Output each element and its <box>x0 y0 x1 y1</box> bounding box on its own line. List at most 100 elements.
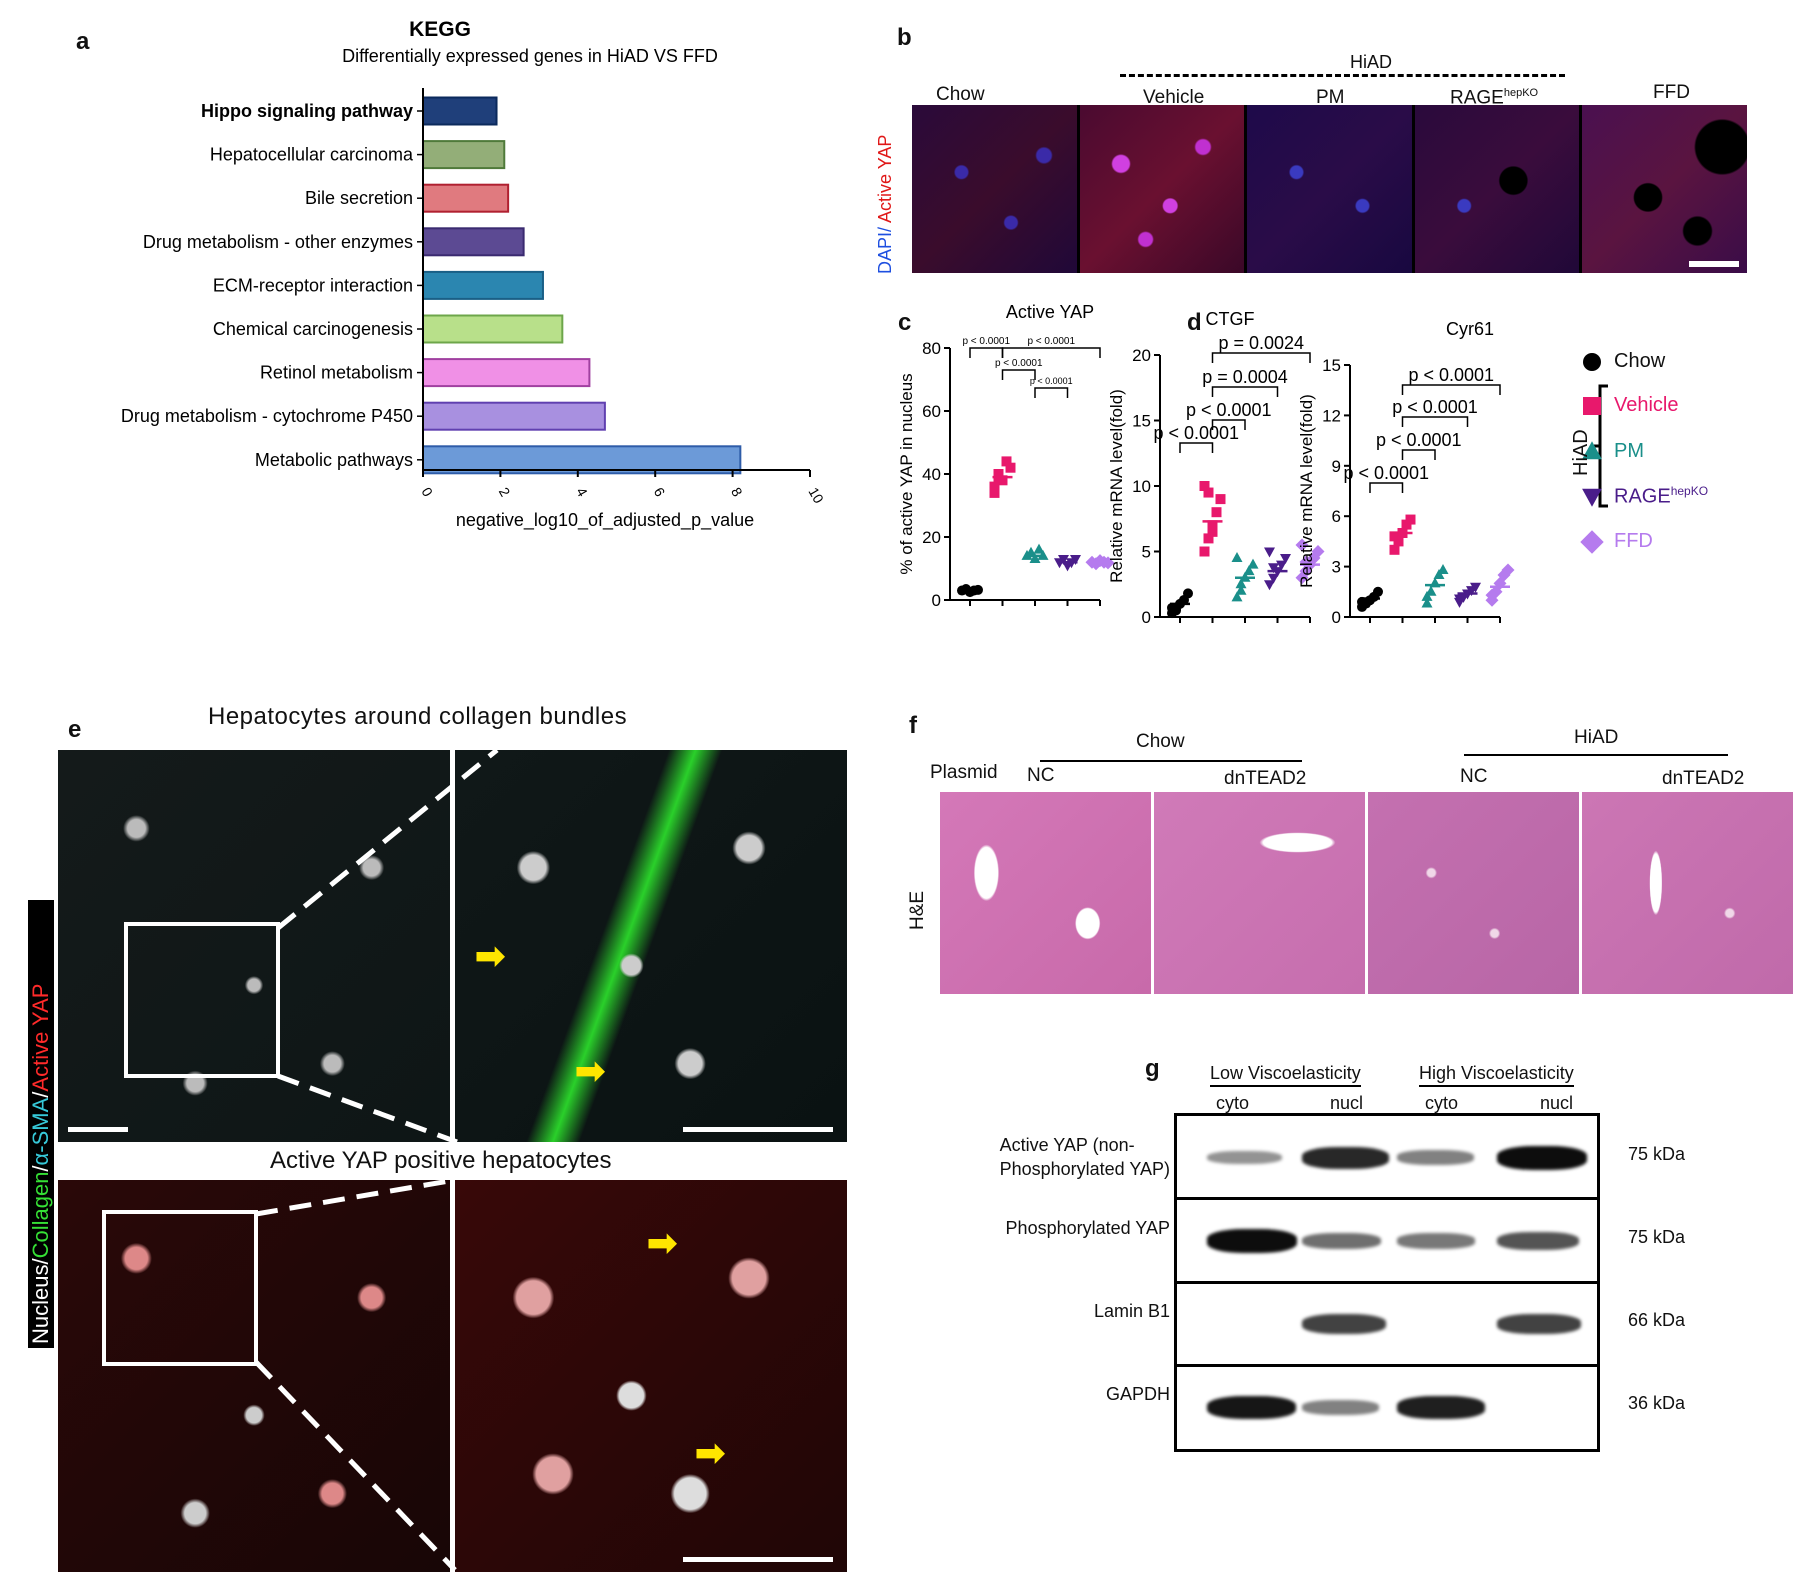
data-point <box>1268 563 1279 574</box>
legend: HiAD Chow Vehicle PM RAGEhepKO FFD <box>1570 346 1770 576</box>
data-point <box>1231 552 1243 563</box>
p-value-label: p < 0.0001 <box>962 336 1010 347</box>
legend-rage-label: RAGEhepKO <box>1614 484 1708 509</box>
data-point <box>1058 555 1069 566</box>
kegg-bar <box>422 96 498 126</box>
significance-bracket <box>1211 386 1279 397</box>
g-high-visco-label: High Viscoelasticity <box>1419 1063 1574 1087</box>
kegg-category-label: Hepatocellular carcinoma <box>210 145 414 165</box>
legend-markers <box>1580 353 1608 554</box>
e-arrow-4: ➡ <box>695 1432 726 1473</box>
significance-bracket <box>1211 352 1311 363</box>
blot-band <box>1397 1233 1475 1249</box>
scatter-y-label: Relative mRNA level(fold) <box>1297 394 1316 588</box>
blot-band <box>1497 1314 1581 1335</box>
data-point <box>1203 533 1214 544</box>
b-scale-bar <box>1688 261 1739 267</box>
hiad-header: HiAD <box>1350 52 1393 72</box>
data-point <box>1199 481 1210 491</box>
if-image-pm <box>1247 105 1412 273</box>
data-point <box>1276 560 1287 571</box>
rage-text: RAGE <box>1450 87 1504 109</box>
rage-sup: hepKO <box>1503 87 1539 99</box>
blot-row-label: Lamin B1 <box>1093 1301 1170 1322</box>
p-value-label: p < 0.0001 <box>1153 423 1239 443</box>
legend-pm-label: PM <box>1614 440 1644 462</box>
f-col-dntead2-2: dnTEAD2 <box>1662 768 1745 789</box>
data-point <box>1207 520 1218 531</box>
blot-band <box>1207 1395 1296 1420</box>
legend-vehicle-label: Vehicle <box>1614 394 1679 416</box>
scatter-y-tick-label: 6 <box>1332 507 1341 526</box>
data-point <box>1215 494 1226 505</box>
e-top-right-image: ➡ ➡ <box>455 750 847 1142</box>
data-point <box>1203 487 1214 498</box>
blot-band <box>1207 1228 1297 1253</box>
b-col-chow: Chow <box>936 84 985 105</box>
data-point <box>1580 530 1604 554</box>
e-top-title: Hepatocytes around collagen bundles <box>208 703 628 730</box>
p-value-label: p < 0.0001 <box>1027 336 1075 347</box>
significance-bracket <box>1179 442 1214 453</box>
scatter-y-tick-label: 15 <box>1322 356 1341 375</box>
kegg-title: KEGG <box>409 18 471 41</box>
kegg-category-label: Metabolic pathways <box>255 450 413 470</box>
significance-bracket <box>1034 387 1069 398</box>
blot-band <box>1302 1232 1381 1250</box>
data-point <box>1264 580 1275 591</box>
e-top-zoom-box <box>124 922 280 1078</box>
blot-band <box>1302 1146 1389 1169</box>
b-col-ffd: FFD <box>1653 82 1690 103</box>
scatter-y-tick-label: 15 <box>1132 412 1151 431</box>
blot-row-label: Phosphorylated YAP <box>1005 1217 1170 1238</box>
legend-ffd-label: FFD <box>1614 530 1653 552</box>
blot-kda-labels: 75 kDa 75 kDa 66 kDa 36 kDa <box>1628 1113 1728 1446</box>
blot-band <box>1302 1399 1379 1415</box>
p-value-label: p = 0.0004 <box>1202 367 1288 387</box>
he-image-hiad-dntead2 <box>1582 792 1793 994</box>
data-point <box>1470 582 1481 593</box>
panel-label-f: f <box>909 712 917 739</box>
p-value-label: p < 0.0001 <box>1030 376 1073 386</box>
data-point <box>1401 519 1412 530</box>
p-value-label: p < 0.0001 <box>1343 463 1429 483</box>
scatter-y-tick-label: 0 <box>932 591 941 610</box>
significance-bracket <box>1001 347 1101 358</box>
blot-band <box>1397 1396 1485 1419</box>
panel-label-b: b <box>897 24 912 51</box>
b-col-rage: RAGEhepKO <box>1450 87 1538 109</box>
kegg-category-label: Hippo signaling pathway <box>201 101 413 121</box>
g-low-visco-label: Low Viscoelasticity <box>1210 1063 1361 1087</box>
blot-band <box>1497 1145 1587 1170</box>
scatter-y-tick-label: 5 <box>1142 543 1151 562</box>
if-image-ffd <box>1582 105 1747 273</box>
kegg-x-tick-label: 10 <box>805 485 827 507</box>
data-point <box>1582 488 1602 507</box>
e-top-scale-bar <box>68 1127 128 1132</box>
scatter-y-tick-label: 40 <box>922 465 941 484</box>
data-point <box>1295 538 1309 552</box>
data-point <box>1421 597 1433 608</box>
kegg-category-label: Chemical carcinogenesis <box>213 319 413 339</box>
significance-bracket <box>1401 416 1469 427</box>
he-image-chow-dntead2 <box>1154 792 1365 994</box>
significance-bracket <box>1001 369 1036 380</box>
scatter-y-tick-label: 20 <box>1132 346 1151 365</box>
kegg-bar <box>422 358 591 388</box>
kegg-bar <box>422 140 506 170</box>
blot-row-label: GAPDH <box>1105 1384 1170 1405</box>
kegg-category-label: ECM-receptor interaction <box>213 275 413 295</box>
scatter-y-tick-label: 80 <box>922 339 941 358</box>
b-col-pm: PM <box>1316 87 1345 108</box>
western-blot <box>1174 1113 1600 1452</box>
scatter-y-tick-label: 20 <box>922 528 941 547</box>
panel-label-e: e <box>68 716 82 743</box>
data-point <box>1033 543 1045 554</box>
blot-row-divider <box>1177 1197 1597 1201</box>
data-point <box>1005 462 1016 473</box>
scatter-y-tick-label: 0 <box>1142 608 1151 627</box>
hiad-bracket <box>1594 384 1608 508</box>
kegg-category-label: Bile secretion <box>305 188 413 208</box>
data-point <box>1421 590 1433 601</box>
panel-label-a: a <box>76 28 90 55</box>
